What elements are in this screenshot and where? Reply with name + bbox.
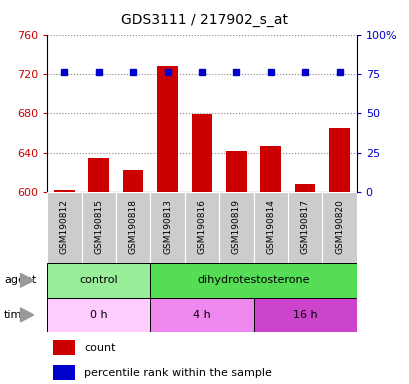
Bar bbox=[150, 192, 184, 263]
Bar bbox=[225, 151, 246, 192]
Bar bbox=[294, 184, 315, 192]
Bar bbox=[123, 170, 143, 192]
Text: 0 h: 0 h bbox=[90, 310, 107, 320]
Bar bbox=[260, 146, 280, 192]
Text: GSM190820: GSM190820 bbox=[334, 199, 343, 253]
Bar bbox=[157, 66, 178, 192]
Text: GSM190816: GSM190816 bbox=[197, 199, 206, 253]
Bar bbox=[328, 128, 349, 192]
Bar bbox=[88, 157, 109, 192]
Text: GSM190814: GSM190814 bbox=[265, 199, 274, 253]
Bar bbox=[116, 192, 150, 263]
Text: 16 h: 16 h bbox=[292, 310, 317, 320]
Bar bbox=[184, 192, 218, 263]
Bar bbox=[150, 298, 253, 332]
Bar bbox=[54, 190, 74, 192]
Bar bbox=[218, 192, 253, 263]
Text: GSM190818: GSM190818 bbox=[128, 199, 137, 253]
Bar bbox=[47, 298, 150, 332]
Bar bbox=[253, 298, 356, 332]
Bar bbox=[191, 114, 212, 192]
Bar bbox=[47, 263, 150, 298]
Bar bbox=[150, 263, 356, 298]
Bar bbox=[287, 192, 321, 263]
Bar bbox=[47, 192, 81, 263]
Text: 4 h: 4 h bbox=[193, 310, 210, 320]
Text: GDS3111 / 217902_s_at: GDS3111 / 217902_s_at bbox=[121, 13, 288, 27]
Text: control: control bbox=[79, 275, 118, 285]
Bar bbox=[253, 192, 287, 263]
Text: GSM190813: GSM190813 bbox=[163, 199, 172, 253]
Text: GSM190819: GSM190819 bbox=[231, 199, 240, 253]
Text: agent: agent bbox=[4, 275, 36, 285]
Text: GSM190815: GSM190815 bbox=[94, 199, 103, 253]
Text: GSM190812: GSM190812 bbox=[60, 199, 69, 253]
Bar bbox=[321, 192, 356, 263]
Text: time: time bbox=[4, 310, 29, 320]
Text: GSM190817: GSM190817 bbox=[300, 199, 309, 253]
Bar bbox=[53, 365, 75, 380]
Text: count: count bbox=[84, 343, 115, 353]
Bar bbox=[81, 192, 116, 263]
Text: percentile rank within the sample: percentile rank within the sample bbox=[84, 367, 272, 377]
Text: dihydrotestosterone: dihydrotestosterone bbox=[197, 275, 309, 285]
Bar bbox=[53, 340, 75, 355]
